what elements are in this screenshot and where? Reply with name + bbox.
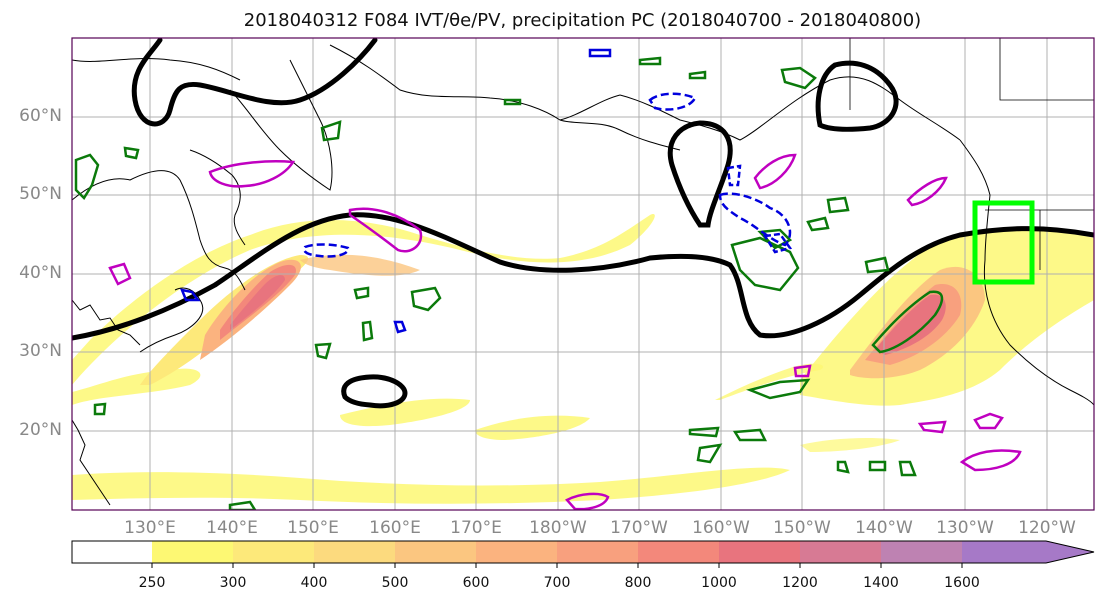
colorbar-outline: [71, 540, 1095, 564]
graticule: [72, 38, 1094, 510]
pv-magenta-contours: [108, 153, 1022, 510]
colorbar-label: 250: [138, 575, 166, 591]
lat-label: 50°N: [19, 184, 62, 204]
colorbar-label: 300: [219, 575, 247, 591]
colorbar-label: 400: [300, 575, 328, 591]
lon-label: 140°E: [206, 518, 258, 538]
colorbar-segment: [962, 541, 1046, 563]
colorbar-label: 1000: [701, 575, 737, 591]
lon-label: 120°W: [1018, 518, 1076, 538]
colorbar-segment: [800, 541, 881, 563]
map-frame: [71, 37, 1095, 511]
colorbar-segment: [557, 541, 638, 563]
target-region-box: [972, 200, 1035, 285]
lat-label: 20°N: [19, 420, 62, 440]
colorbar-label: 600: [462, 575, 490, 591]
pv-negative-contours: [179, 48, 793, 334]
lon-label: 130°W: [936, 518, 994, 538]
lon-label: 130°E: [124, 518, 176, 538]
lon-label: 160°E: [369, 518, 421, 538]
lon-label: 180°W: [529, 518, 587, 538]
lon-label: 150°E: [287, 518, 339, 538]
colorbar-extend-arrow: [1046, 541, 1094, 563]
colorbar-segment: [152, 541, 233, 563]
map-content: [72, 38, 1094, 510]
lon-label: 150°W: [773, 518, 831, 538]
colorbar-label: 1200: [782, 575, 818, 591]
colorbar-label: 800: [624, 575, 652, 591]
lat-label: 40°N: [19, 263, 62, 283]
colorbar-segment: [233, 541, 314, 563]
pv-positive-contours: [74, 56, 944, 510]
colorbar-segment: [638, 541, 719, 563]
colorbar-segment: [395, 541, 476, 563]
lat-label: 60°N: [19, 106, 62, 126]
lon-label: 160°W: [692, 518, 750, 538]
colorbar-segment: [314, 541, 395, 563]
colorbar-label: 1400: [863, 575, 899, 591]
colorbar-label: 1600: [944, 575, 980, 591]
lon-label: 140°W: [855, 518, 913, 538]
theta-e-contours: [72, 38, 1094, 409]
colorbar-segment: [476, 541, 557, 563]
lon-label: 170°W: [610, 518, 668, 538]
coastlines: [72, 44, 1094, 506]
colorbar: [71, 540, 1095, 568]
borders: [849, 38, 1094, 270]
lat-label: 30°N: [19, 341, 62, 361]
ivt-shading: [72, 214, 1094, 504]
colorbar-segment: [881, 541, 962, 563]
colorbar-segment: [719, 541, 800, 563]
colorbar-segment: [72, 541, 152, 563]
lon-label: 170°E: [450, 518, 502, 538]
map-title: 2018040312 F084 IVT/θe/PV, precipitation…: [243, 10, 922, 31]
colorbar-label: 500: [381, 575, 409, 591]
colorbar-label: 700: [543, 575, 571, 591]
